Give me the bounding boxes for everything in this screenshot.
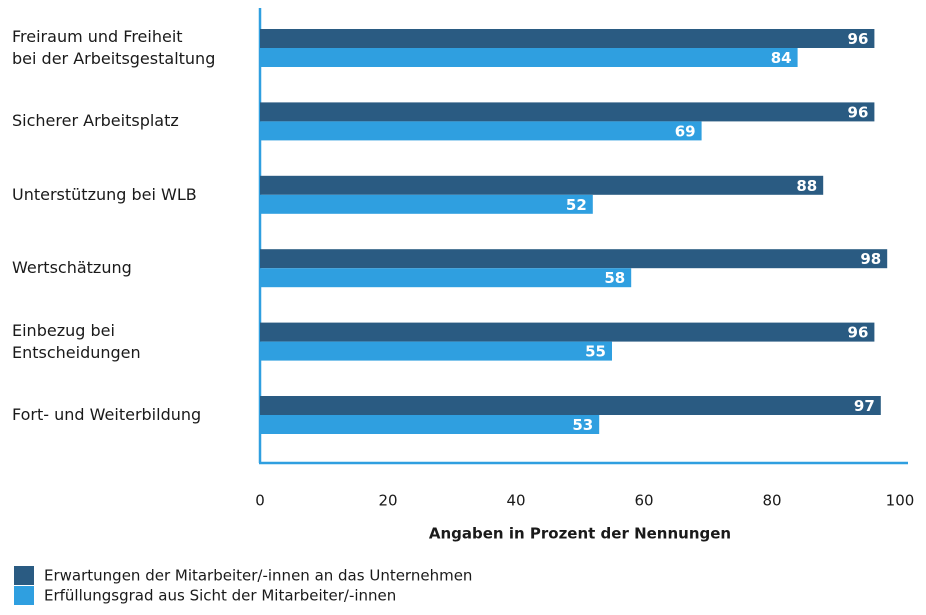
legend-swatch bbox=[14, 566, 34, 585]
x-tick-label: 40 bbox=[506, 492, 525, 510]
legend-swatch bbox=[14, 586, 34, 605]
category-label: Sicherer Arbeitsplatz bbox=[12, 111, 179, 131]
x-tick-label: 0 bbox=[255, 492, 265, 510]
bar bbox=[260, 322, 875, 342]
value-label: 53 bbox=[572, 416, 593, 434]
bar bbox=[260, 415, 600, 434]
x-tick-label: 100 bbox=[886, 492, 915, 510]
value-label: 55 bbox=[585, 343, 606, 361]
value-label: 58 bbox=[604, 269, 625, 287]
bar bbox=[260, 29, 875, 48]
category-label: Wertschätzung bbox=[12, 258, 132, 278]
value-label: 84 bbox=[771, 49, 792, 67]
value-label: 52 bbox=[566, 196, 587, 214]
value-label: 96 bbox=[848, 30, 869, 48]
bar bbox=[260, 341, 612, 361]
bar bbox=[260, 121, 702, 141]
category-label: Unterstützung bei WLB bbox=[12, 184, 197, 204]
value-label: 88 bbox=[796, 177, 817, 195]
category-label: Fort- und Weiterbildung bbox=[12, 405, 202, 424]
bar bbox=[260, 396, 881, 415]
value-label: 96 bbox=[848, 103, 869, 121]
bar bbox=[260, 249, 888, 269]
bar bbox=[260, 194, 593, 214]
bar bbox=[260, 175, 824, 195]
bar bbox=[260, 48, 798, 67]
category-label: Einbezug bei Entscheidungen bbox=[12, 320, 141, 362]
x-tick-label: 80 bbox=[762, 492, 781, 510]
legend-label: Erwartungen der Mitarbeiter/-innen an da… bbox=[44, 567, 472, 585]
x-tick-label: 20 bbox=[378, 492, 397, 510]
bar bbox=[260, 102, 875, 122]
category-label: Freiraum und Freiheit bei der Arbeitsges… bbox=[12, 27, 216, 68]
x-axis-label: Angaben in Prozent der Nennungen bbox=[429, 525, 731, 543]
value-label: 96 bbox=[848, 324, 869, 342]
legend-label: Erfüllungsgrad aus Sicht der Mitarbeiter… bbox=[44, 587, 396, 605]
bar bbox=[260, 268, 632, 288]
value-label: 69 bbox=[675, 122, 696, 140]
value-label: 98 bbox=[860, 250, 881, 268]
value-label: 97 bbox=[854, 397, 875, 415]
x-tick-label: 60 bbox=[634, 492, 653, 510]
